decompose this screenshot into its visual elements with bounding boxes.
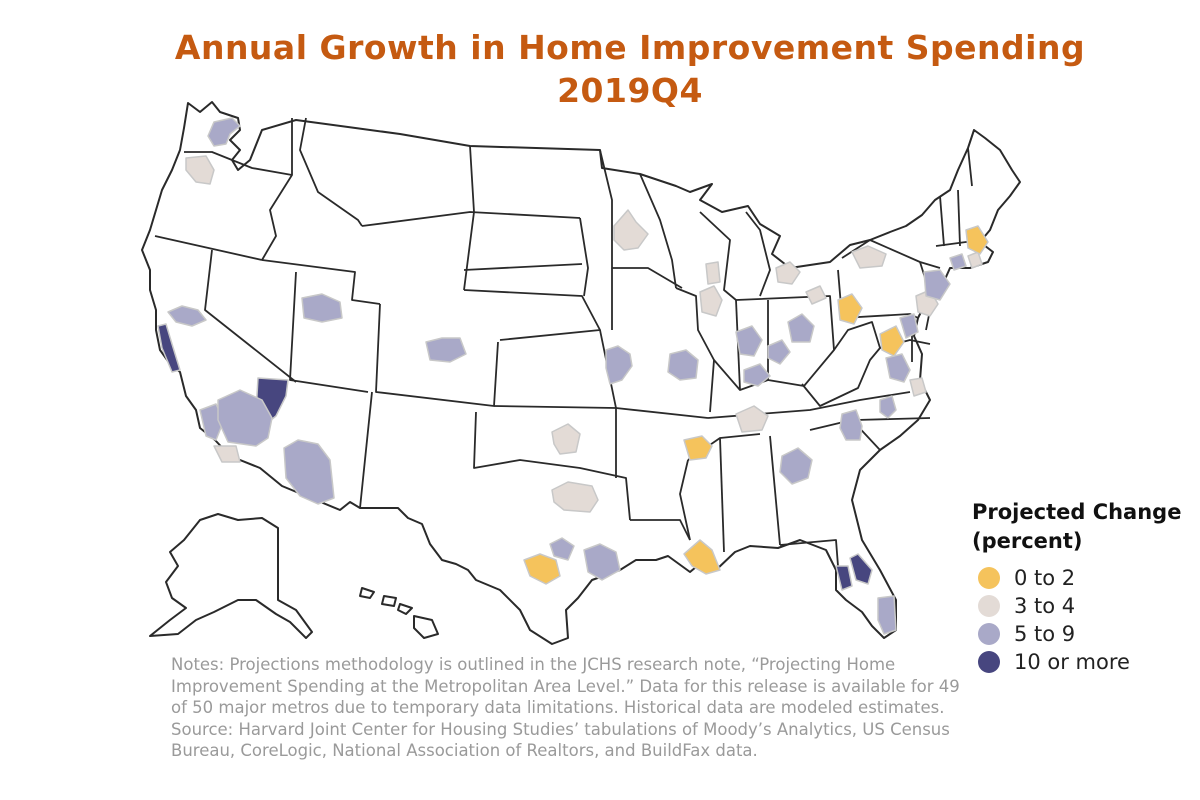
- metro-atlanta: [779, 447, 813, 485]
- metro-austin: [549, 537, 575, 561]
- metro-indianapolis: [735, 325, 763, 357]
- metro-riverside: [217, 389, 273, 447]
- metro-cleveland: [805, 285, 827, 305]
- legend: Projected Change (percent) 0 to 2 3 to 4…: [972, 498, 1200, 676]
- us-outline: [141, 101, 1021, 645]
- metro-san-diego: [213, 445, 241, 463]
- metro-detroit: [775, 261, 801, 285]
- legend-swatch: [978, 567, 1000, 589]
- legend-swatch: [978, 623, 1000, 645]
- legend-label: 3 to 4: [1014, 594, 1076, 618]
- metro-washington: [879, 325, 905, 357]
- metro-dallas: [551, 481, 599, 513]
- legend-item-3-to-4: 3 to 4: [972, 592, 1200, 620]
- metro-new-york: [923, 269, 951, 301]
- source-text: Source: Harvard Joint Center for Housing…: [171, 719, 950, 761]
- metro-columbus: [787, 313, 815, 343]
- state-boundaries: [141, 101, 1021, 645]
- metro-pittsburgh: [837, 293, 863, 325]
- metro-phoenix: [283, 439, 335, 505]
- legend-label: 5 to 9: [1014, 622, 1076, 646]
- metro-buffalo: [851, 245, 887, 269]
- metro-denver: [425, 337, 467, 363]
- legend-item-5-to-9: 5 to 9: [972, 620, 1200, 648]
- metro-raleigh: [879, 395, 897, 419]
- metro-cincinnati: [767, 339, 791, 365]
- hawaii: [359, 587, 439, 639]
- metro-chicago: [699, 285, 723, 317]
- metro-san-francisco: [157, 323, 181, 373]
- metro-kansas-city: [605, 345, 633, 385]
- map-title: Annual Growth in Home Improvement Spendi…: [174, 28, 1086, 67]
- metro-miami: [877, 595, 897, 635]
- metro-areas: [157, 117, 989, 635]
- legend-swatch: [978, 595, 1000, 617]
- notes-text: Notes: Projections methodology is outlin…: [171, 655, 960, 717]
- legend-swatch: [978, 651, 1000, 673]
- metro-st-louis: [667, 349, 699, 381]
- metro-charlotte: [839, 409, 863, 441]
- metro-orlando: [849, 553, 873, 585]
- metro-portland: [185, 155, 215, 185]
- metro-louisville: [743, 363, 771, 387]
- metro-providence: [967, 251, 983, 269]
- metro-new-orleans: [683, 539, 721, 575]
- metro-houston: [583, 543, 621, 581]
- metro-seattle: [207, 117, 241, 147]
- metro-baltimore: [899, 313, 919, 339]
- legend-label: 10 or more: [1014, 650, 1130, 674]
- legend-title-line2: (percent): [972, 529, 1083, 553]
- legend-title-line1: Projected Change: [972, 500, 1182, 524]
- legend-label: 0 to 2: [1014, 566, 1076, 590]
- metro-san-antonio: [523, 553, 561, 585]
- legend-item-10-or-more: 10 or more: [972, 648, 1200, 676]
- metro-richmond: [885, 353, 911, 383]
- metro-memphis: [683, 435, 713, 461]
- notes: Notes: Projections methodology is outlin…: [171, 654, 971, 762]
- metro-tampa: [835, 565, 853, 591]
- metro-salt-lake-city: [301, 293, 343, 323]
- alaska: [149, 513, 313, 639]
- metro-boston: [965, 225, 989, 255]
- metro-hartford: [949, 253, 967, 271]
- map-subtitle: 2019Q4: [557, 71, 703, 110]
- metro-minneapolis: [613, 209, 649, 251]
- legend-item-0-to-2: 0 to 2: [972, 564, 1200, 592]
- metro-nashville: [735, 405, 769, 433]
- metro-oklahoma-city: [551, 423, 581, 455]
- metro-virginia-beach: [909, 377, 927, 397]
- metro-sacramento: [167, 305, 207, 327]
- metro-milwaukee: [705, 261, 721, 285]
